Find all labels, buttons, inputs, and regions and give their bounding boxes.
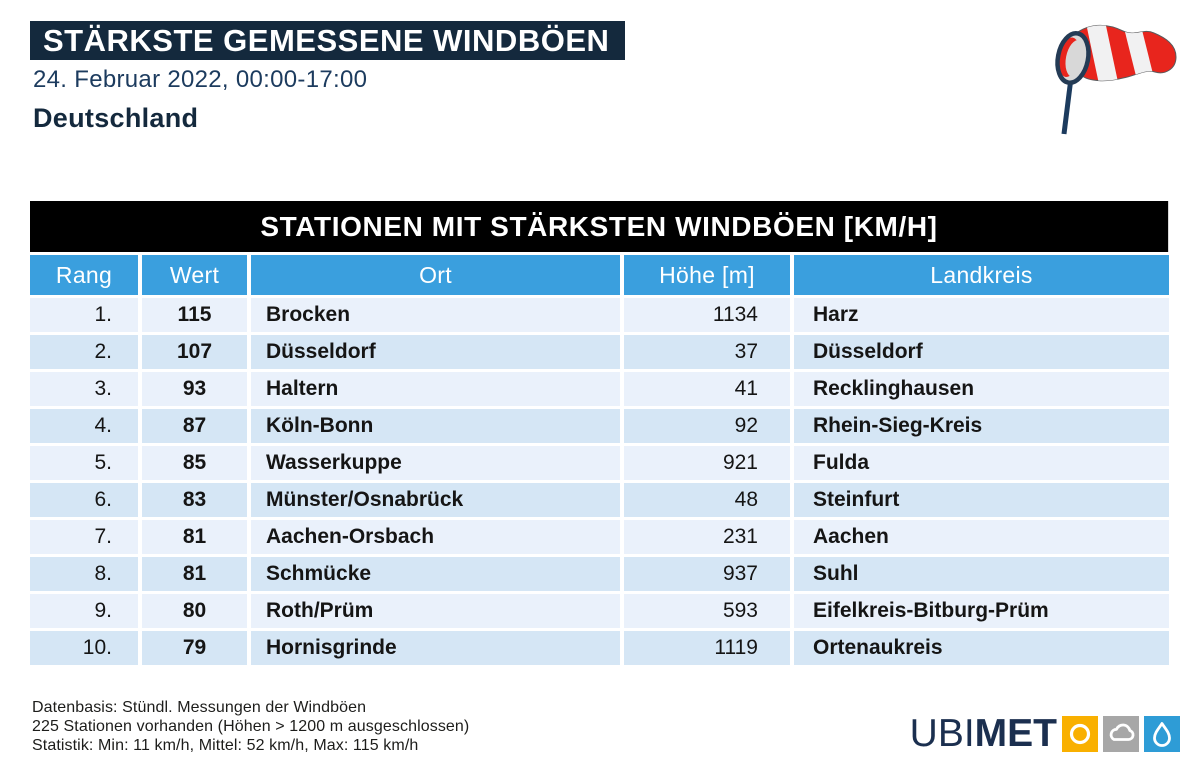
cell-wert: 79 <box>142 631 247 665</box>
table-row: 8. 81 Schmücke 937 Suhl <box>30 557 1169 591</box>
cell-hoehe: 48 <box>624 483 790 517</box>
cell-wert: 81 <box>142 557 247 591</box>
cloud-icon <box>1103 716 1139 752</box>
col-header-ort: Ort <box>251 255 620 295</box>
table-row: 4. 87 Köln-Bonn 92 Rhein-Sieg-Kreis <box>30 409 1169 443</box>
col-header-landkreis: Landkreis <box>794 255 1169 295</box>
cell-wert: 85 <box>142 446 247 480</box>
cell-rang: 4. <box>30 409 138 443</box>
table-row: 9. 80 Roth/Prüm 593 Eifelkreis-Bitburg-P… <box>30 594 1169 628</box>
table-title: STATIONEN MIT STÄRKSTEN WINDBÖEN [KM/H] <box>30 201 1169 252</box>
cell-ort: Köln-Bonn <box>251 409 620 443</box>
table-row: 10. 79 Hornisgrinde 1119 Ortenaukreis <box>30 631 1169 665</box>
cell-landkreis: Fulda <box>794 446 1169 480</box>
cell-wert: 107 <box>142 335 247 369</box>
report-header: STÄRKSTE GEMESSENE WINDBÖEN 24. Februar … <box>30 21 626 134</box>
cell-rang: 2. <box>30 335 138 369</box>
col-header-wert: Wert <box>142 255 247 295</box>
wind-gust-table: STATIONEN MIT STÄRKSTEN WINDBÖEN [KM/H] … <box>30 201 1169 668</box>
cell-hoehe: 1119 <box>624 631 790 665</box>
water-drop-icon <box>1144 716 1180 752</box>
footer-notes: Datenbasis: Stündl. Messungen der Windbö… <box>32 698 469 755</box>
cell-landkreis: Harz <box>794 298 1169 332</box>
table-row: 5. 85 Wasserkuppe 921 Fulda <box>30 446 1169 480</box>
cell-rang: 7. <box>30 520 138 554</box>
cell-rang: 6. <box>30 483 138 517</box>
cell-wert: 87 <box>142 409 247 443</box>
cell-ort: Brocken <box>251 298 620 332</box>
cell-landkreis: Steinfurt <box>794 483 1169 517</box>
cell-ort: Münster/Osnabrück <box>251 483 620 517</box>
cell-landkreis: Eifelkreis-Bitburg-Prüm <box>794 594 1169 628</box>
cell-landkreis: Düsseldorf <box>794 335 1169 369</box>
cell-landkreis: Suhl <box>794 557 1169 591</box>
cell-wert: 83 <box>142 483 247 517</box>
cell-rang: 8. <box>30 557 138 591</box>
col-header-rang: Rang <box>30 255 138 295</box>
col-header-hoehe: Höhe [m] <box>624 255 790 295</box>
table-row: 2. 107 Düsseldorf 37 Düsseldorf <box>30 335 1169 369</box>
cell-ort: Wasserkuppe <box>251 446 620 480</box>
cell-ort: Roth/Prüm <box>251 594 620 628</box>
cell-ort: Schmücke <box>251 557 620 591</box>
footer-line-stations: 225 Stationen vorhanden (Höhen > 1200 m … <box>32 718 470 735</box>
table-row: 7. 81 Aachen-Orsbach 231 Aachen <box>30 520 1169 554</box>
cell-rang: 5. <box>30 446 138 480</box>
cell-hoehe: 1134 <box>624 298 790 332</box>
cell-hoehe: 41 <box>624 372 790 406</box>
cell-wert: 81 <box>142 520 247 554</box>
cell-hoehe: 231 <box>624 520 790 554</box>
windsock-icon <box>1055 24 1177 135</box>
region-label: Deutschland <box>33 103 199 133</box>
windsock-pole <box>1061 77 1074 135</box>
cell-hoehe: 92 <box>624 409 790 443</box>
cell-ort: Aachen-Orsbach <box>251 520 620 554</box>
footer-line-databasis: Datenbasis: Stündl. Messungen der Windbö… <box>32 699 367 716</box>
cell-rang: 9. <box>30 594 138 628</box>
cell-landkreis: Ortenaukreis <box>794 631 1169 665</box>
footer-line-statistik: Statistik: Min: 11 km/h, Mittel: 52 km/h… <box>32 737 419 754</box>
table-row: 1. 115 Brocken 1134 Harz <box>30 298 1169 332</box>
cell-rang: 1. <box>30 298 138 332</box>
cell-landkreis: Rhein-Sieg-Kreis <box>794 409 1169 443</box>
logo-text-ubi: UBI <box>909 712 975 755</box>
table-row: 6. 83 Münster/Osnabrück 48 Steinfurt <box>30 483 1169 517</box>
sun-icon <box>1062 716 1098 752</box>
cell-ort: Haltern <box>251 372 620 406</box>
ubimet-logo: UBI MET <box>910 714 1180 754</box>
cell-hoehe: 593 <box>624 594 790 628</box>
cell-landkreis: Aachen <box>794 520 1169 554</box>
date-range: 24. Februar 2022, 00:00-17:00 <box>33 66 368 93</box>
page-title: STÄRKSTE GEMESSENE WINDBÖEN <box>30 21 626 60</box>
cell-wert: 115 <box>142 298 247 332</box>
cell-hoehe: 937 <box>624 557 790 591</box>
cell-hoehe: 37 <box>624 335 790 369</box>
cell-ort: Düsseldorf <box>251 335 620 369</box>
cell-landkreis: Recklinghausen <box>794 372 1169 406</box>
cell-wert: 93 <box>142 372 247 406</box>
cell-rang: 10. <box>30 631 138 665</box>
table-row: 3. 93 Haltern 41 Recklinghausen <box>30 372 1169 406</box>
cell-wert: 80 <box>142 594 247 628</box>
table-body: 1. 115 Brocken 1134 Harz 2. 107 Düsseldo… <box>30 298 1169 665</box>
logo-text-met: MET <box>974 712 1057 755</box>
cell-rang: 3. <box>30 372 138 406</box>
cell-hoehe: 921 <box>624 446 790 480</box>
cell-ort: Hornisgrinde <box>251 631 620 665</box>
table-header-row: Rang Wert Ort Höhe [m] Landkreis <box>30 255 1169 295</box>
